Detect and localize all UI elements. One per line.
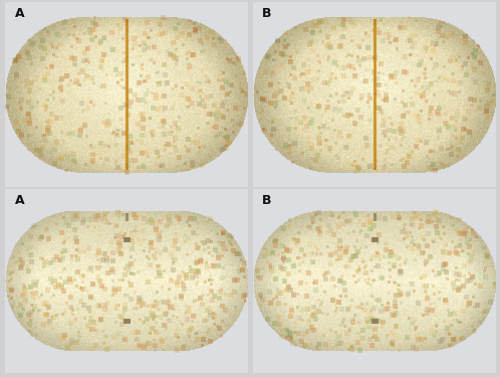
Text: A: A [14, 8, 24, 20]
Text: B: B [262, 8, 272, 20]
Text: B: B [262, 194, 272, 207]
Text: A: A [14, 194, 24, 207]
